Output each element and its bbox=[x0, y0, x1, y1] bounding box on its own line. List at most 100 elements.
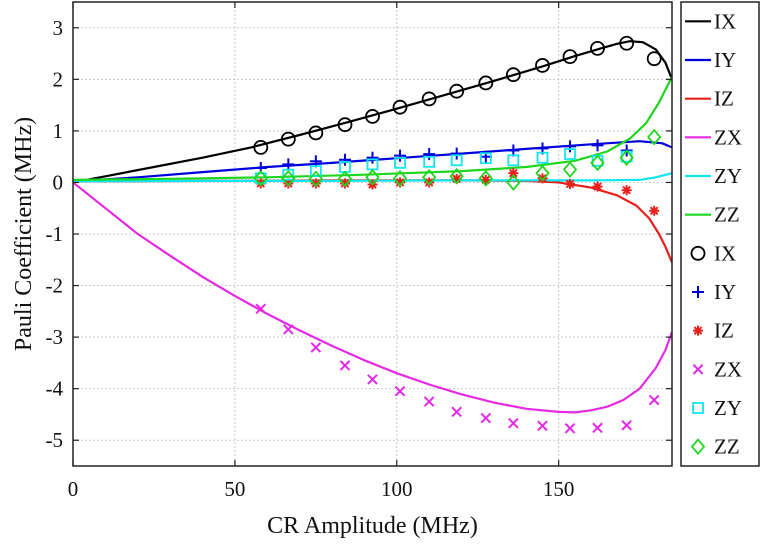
legend-swatch bbox=[690, 245, 706, 261]
marker-iz bbox=[508, 168, 519, 179]
line-zy bbox=[73, 172, 672, 183]
marker-zx bbox=[537, 420, 548, 432]
marker-iz bbox=[621, 185, 632, 196]
marker-ix bbox=[562, 49, 578, 65]
legend-item-line-iz: IZ bbox=[685, 87, 734, 111]
legend-label: IY bbox=[714, 280, 736, 304]
y-tick-label: 2 bbox=[53, 67, 64, 91]
x-tick-label: 0 bbox=[68, 477, 79, 501]
marker-ix bbox=[392, 99, 408, 115]
legend-swatch bbox=[692, 364, 704, 375]
marker-ix bbox=[478, 75, 494, 91]
marker-zz bbox=[421, 168, 437, 186]
marker-iz bbox=[649, 205, 660, 216]
marker-zx bbox=[648, 394, 660, 406]
marker-zy bbox=[309, 165, 322, 178]
legend-item-marker-iy: IY bbox=[692, 280, 736, 304]
marker-ix bbox=[590, 41, 605, 56]
marker-zx bbox=[592, 422, 603, 434]
legend-swatch bbox=[692, 402, 704, 414]
y-tick-label: -2 bbox=[46, 274, 64, 298]
marker-iy bbox=[282, 158, 295, 171]
marker-zy bbox=[479, 152, 492, 165]
marker-iz bbox=[310, 178, 321, 189]
legend-label: ZY bbox=[714, 396, 742, 420]
data-markers bbox=[253, 35, 662, 434]
marker-zz bbox=[562, 161, 578, 178]
marker-zx bbox=[394, 385, 406, 397]
marker-zy bbox=[564, 148, 576, 160]
marker-zx bbox=[480, 412, 492, 424]
legend-item-line-ix: IX bbox=[685, 9, 736, 33]
y-tick-label: -5 bbox=[46, 428, 64, 452]
marker-ix bbox=[253, 139, 269, 155]
legend-label: ZY bbox=[714, 164, 742, 188]
marker-zx bbox=[508, 417, 519, 429]
marker-ix bbox=[280, 131, 296, 147]
marker-zz bbox=[253, 169, 268, 187]
line-zz bbox=[73, 76, 672, 181]
marker-ix bbox=[308, 125, 324, 141]
marker-zz bbox=[535, 164, 550, 182]
y-tick-label: 0 bbox=[53, 170, 64, 194]
legend-item-marker-zz: ZZ bbox=[690, 435, 740, 459]
legend-swatch bbox=[693, 325, 703, 336]
legend-item-line-zz: ZZ bbox=[685, 203, 740, 227]
legend-item-marker-zx: ZX bbox=[692, 357, 742, 381]
marker-zz bbox=[647, 128, 662, 146]
marker-iy bbox=[591, 139, 604, 152]
marker-ix bbox=[337, 117, 353, 133]
marker-zy bbox=[507, 154, 520, 167]
legend-item-line-iy: IY bbox=[685, 48, 736, 72]
legend-item-marker-zy: ZY bbox=[692, 396, 742, 420]
marker-ix bbox=[421, 91, 437, 107]
marker-zx bbox=[339, 360, 351, 371]
marker-zx bbox=[310, 342, 322, 353]
y-tick-label: -1 bbox=[46, 222, 64, 246]
y-tick-label: 1 bbox=[53, 119, 64, 143]
marker-zz bbox=[478, 169, 494, 187]
marker-zz bbox=[365, 168, 380, 186]
y-tick-label: -3 bbox=[46, 325, 64, 349]
marker-iz bbox=[592, 181, 603, 192]
legend-label: IZ bbox=[714, 87, 734, 111]
marker-iy bbox=[564, 140, 577, 153]
marker-zz bbox=[392, 169, 408, 187]
marker-zx bbox=[451, 406, 462, 418]
marker-ix bbox=[646, 51, 662, 67]
fit-lines bbox=[73, 40, 672, 414]
marker-iy bbox=[366, 151, 379, 164]
marker-zy bbox=[282, 168, 295, 181]
legend-label: IX bbox=[714, 241, 736, 265]
marker-zx bbox=[423, 396, 435, 407]
grid-lines bbox=[73, 2, 672, 466]
y-axis-label: Pauli Coefficient (MHz) bbox=[11, 117, 37, 351]
legend-label: ZX bbox=[714, 357, 742, 381]
marker-zy bbox=[536, 151, 549, 164]
marker-ix bbox=[505, 67, 521, 83]
legend-item-line-zy: ZY bbox=[685, 164, 742, 188]
legend-swatch bbox=[692, 286, 704, 298]
line-zx bbox=[73, 181, 672, 414]
marker-zy bbox=[394, 156, 406, 169]
marker-iy bbox=[394, 149, 407, 162]
marker-zz bbox=[619, 149, 634, 167]
legend-label: ZX bbox=[714, 125, 742, 149]
marker-zy bbox=[450, 154, 463, 167]
marker-zy bbox=[423, 155, 436, 168]
marker-zz bbox=[281, 169, 296, 187]
marker-zz bbox=[506, 174, 521, 191]
marker-ix bbox=[365, 109, 380, 124]
marker-zz bbox=[337, 170, 353, 188]
legend-item-marker-iz: IZ bbox=[693, 319, 734, 343]
marker-ix bbox=[619, 35, 635, 51]
line-ix bbox=[73, 40, 672, 184]
y-tick-label: -4 bbox=[46, 377, 64, 401]
x-tick-label: 50 bbox=[224, 477, 245, 501]
x-axis-label: CR Amplitude (MHz) bbox=[267, 513, 478, 539]
marker-iy bbox=[450, 147, 463, 160]
legend-label: IZ bbox=[714, 319, 734, 343]
marker-zx bbox=[367, 374, 378, 385]
marker-iy bbox=[423, 148, 436, 161]
